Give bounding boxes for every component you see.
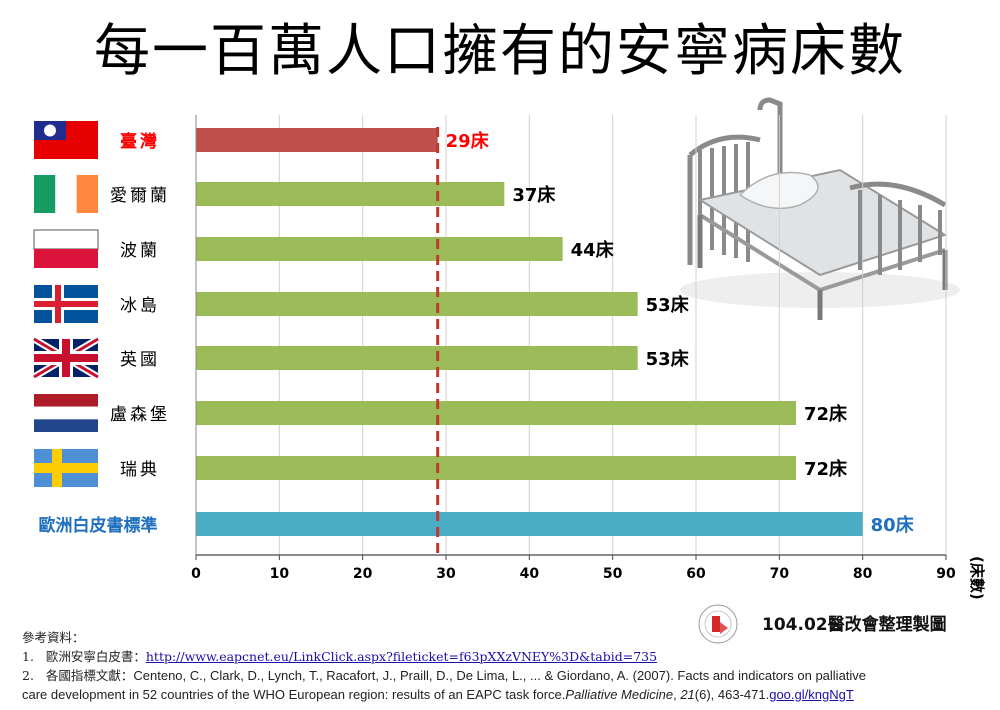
x-tick-label: 50 xyxy=(603,566,623,582)
data-label: 80床 xyxy=(871,514,915,536)
x-tick-label: 30 xyxy=(436,566,456,582)
bar xyxy=(196,512,863,536)
x-tick-label: 90 xyxy=(936,566,956,582)
reference-2-sep: , xyxy=(673,687,681,702)
x-axis: 0 10 20 30 40 50 60 70 80 90 xyxy=(191,115,956,582)
x-tick-label: 0 xyxy=(191,566,201,582)
value-labels: 29床 37床 44床 53床 53床 72床 72床 80床 xyxy=(446,130,915,536)
netherlands-flag-icon xyxy=(34,394,98,432)
category-label: 愛爾蘭 xyxy=(110,186,170,206)
chart-title: 每一百萬人口擁有的安寧病床數 xyxy=(94,19,906,84)
reference-2-line2: care development in 52 countries of the … xyxy=(22,687,566,702)
data-label: 53床 xyxy=(646,294,690,316)
credit: 104.02醫改會整理製圖 xyxy=(690,602,990,644)
credit-text: 104.02醫改會整理製圖 xyxy=(762,615,947,635)
references-heading: 參考資料： xyxy=(22,630,85,645)
reference-2-journal: Palliative Medicine xyxy=(565,687,674,702)
reference-1-link[interactable]: http://www.eapcnet.eu/LinkClick.aspx?fil… xyxy=(145,649,658,664)
reference-2-pages: (6), 463-471. xyxy=(694,687,770,702)
bar xyxy=(196,182,505,206)
reference-1: 1. 歐洲安寧白皮書：http://www.eapcnet.eu/LinkCli… xyxy=(22,647,982,666)
data-label: 72床 xyxy=(804,458,848,480)
data-label: 37床 xyxy=(512,184,556,206)
chart-bars xyxy=(196,128,863,536)
references: 參考資料： 1. 歐洲安寧白皮書：http://www.eapcnet.eu/L… xyxy=(22,628,982,704)
category-label: 英國 xyxy=(120,350,160,370)
reference-2-line1: Centeno, C., Clark, D., Lynch, T., Racaf… xyxy=(133,668,867,683)
taiwan-flag-icon xyxy=(34,121,98,159)
bar xyxy=(196,292,638,316)
x-tick-label: 20 xyxy=(353,566,373,582)
reference-1-number: 1. xyxy=(22,649,34,664)
iceland-flag-icon xyxy=(34,285,98,323)
bar xyxy=(196,237,563,261)
reference-2-volume: 21 xyxy=(680,687,695,702)
reference-2: 2. 各國指標文獻：Centeno, C., Clark, D., Lynch,… xyxy=(22,666,982,685)
x-tick-label: 10 xyxy=(270,566,290,582)
bar xyxy=(196,346,638,370)
reference-1-text: 歐洲安寧白皮書： xyxy=(45,649,146,664)
x-axis-label: (床數) xyxy=(968,556,986,600)
data-label: 29床 xyxy=(446,130,490,152)
bar xyxy=(196,401,796,425)
category-label: 冰島 xyxy=(120,296,160,316)
bar xyxy=(196,128,438,152)
category-label: 波蘭 xyxy=(120,241,160,261)
x-tick-label: 60 xyxy=(686,566,706,582)
data-label: 72床 xyxy=(804,403,848,425)
x-tick-label: 80 xyxy=(853,566,873,582)
poland-flag-icon xyxy=(33,229,99,268)
reference-2-cont: care development in 52 countries of the … xyxy=(22,685,982,704)
ireland-flag-icon xyxy=(34,175,98,213)
bar xyxy=(196,456,796,480)
hospital-bed-icon xyxy=(680,97,960,320)
data-label: 44床 xyxy=(571,239,615,261)
category-label: 瑞典 xyxy=(120,460,160,480)
category-label: 歐洲白皮書標準 xyxy=(39,515,158,536)
category-label: 盧森堡 xyxy=(110,405,170,425)
x-tick-label: 40 xyxy=(520,566,540,582)
sweden-flag-icon xyxy=(34,449,98,487)
uk-flag-icon xyxy=(32,335,100,381)
reference-2-number: 2. xyxy=(22,668,34,683)
flag-icons xyxy=(32,121,100,487)
reference-2-link[interactable]: goo.gl/kngNgT xyxy=(769,687,854,702)
organization-seal-icon xyxy=(698,604,738,644)
x-tick-label: 70 xyxy=(770,566,790,582)
data-label: 53床 xyxy=(646,348,690,370)
reference-2-text: 各國指標文獻： xyxy=(45,668,134,683)
category-label: 臺灣 xyxy=(120,131,160,152)
